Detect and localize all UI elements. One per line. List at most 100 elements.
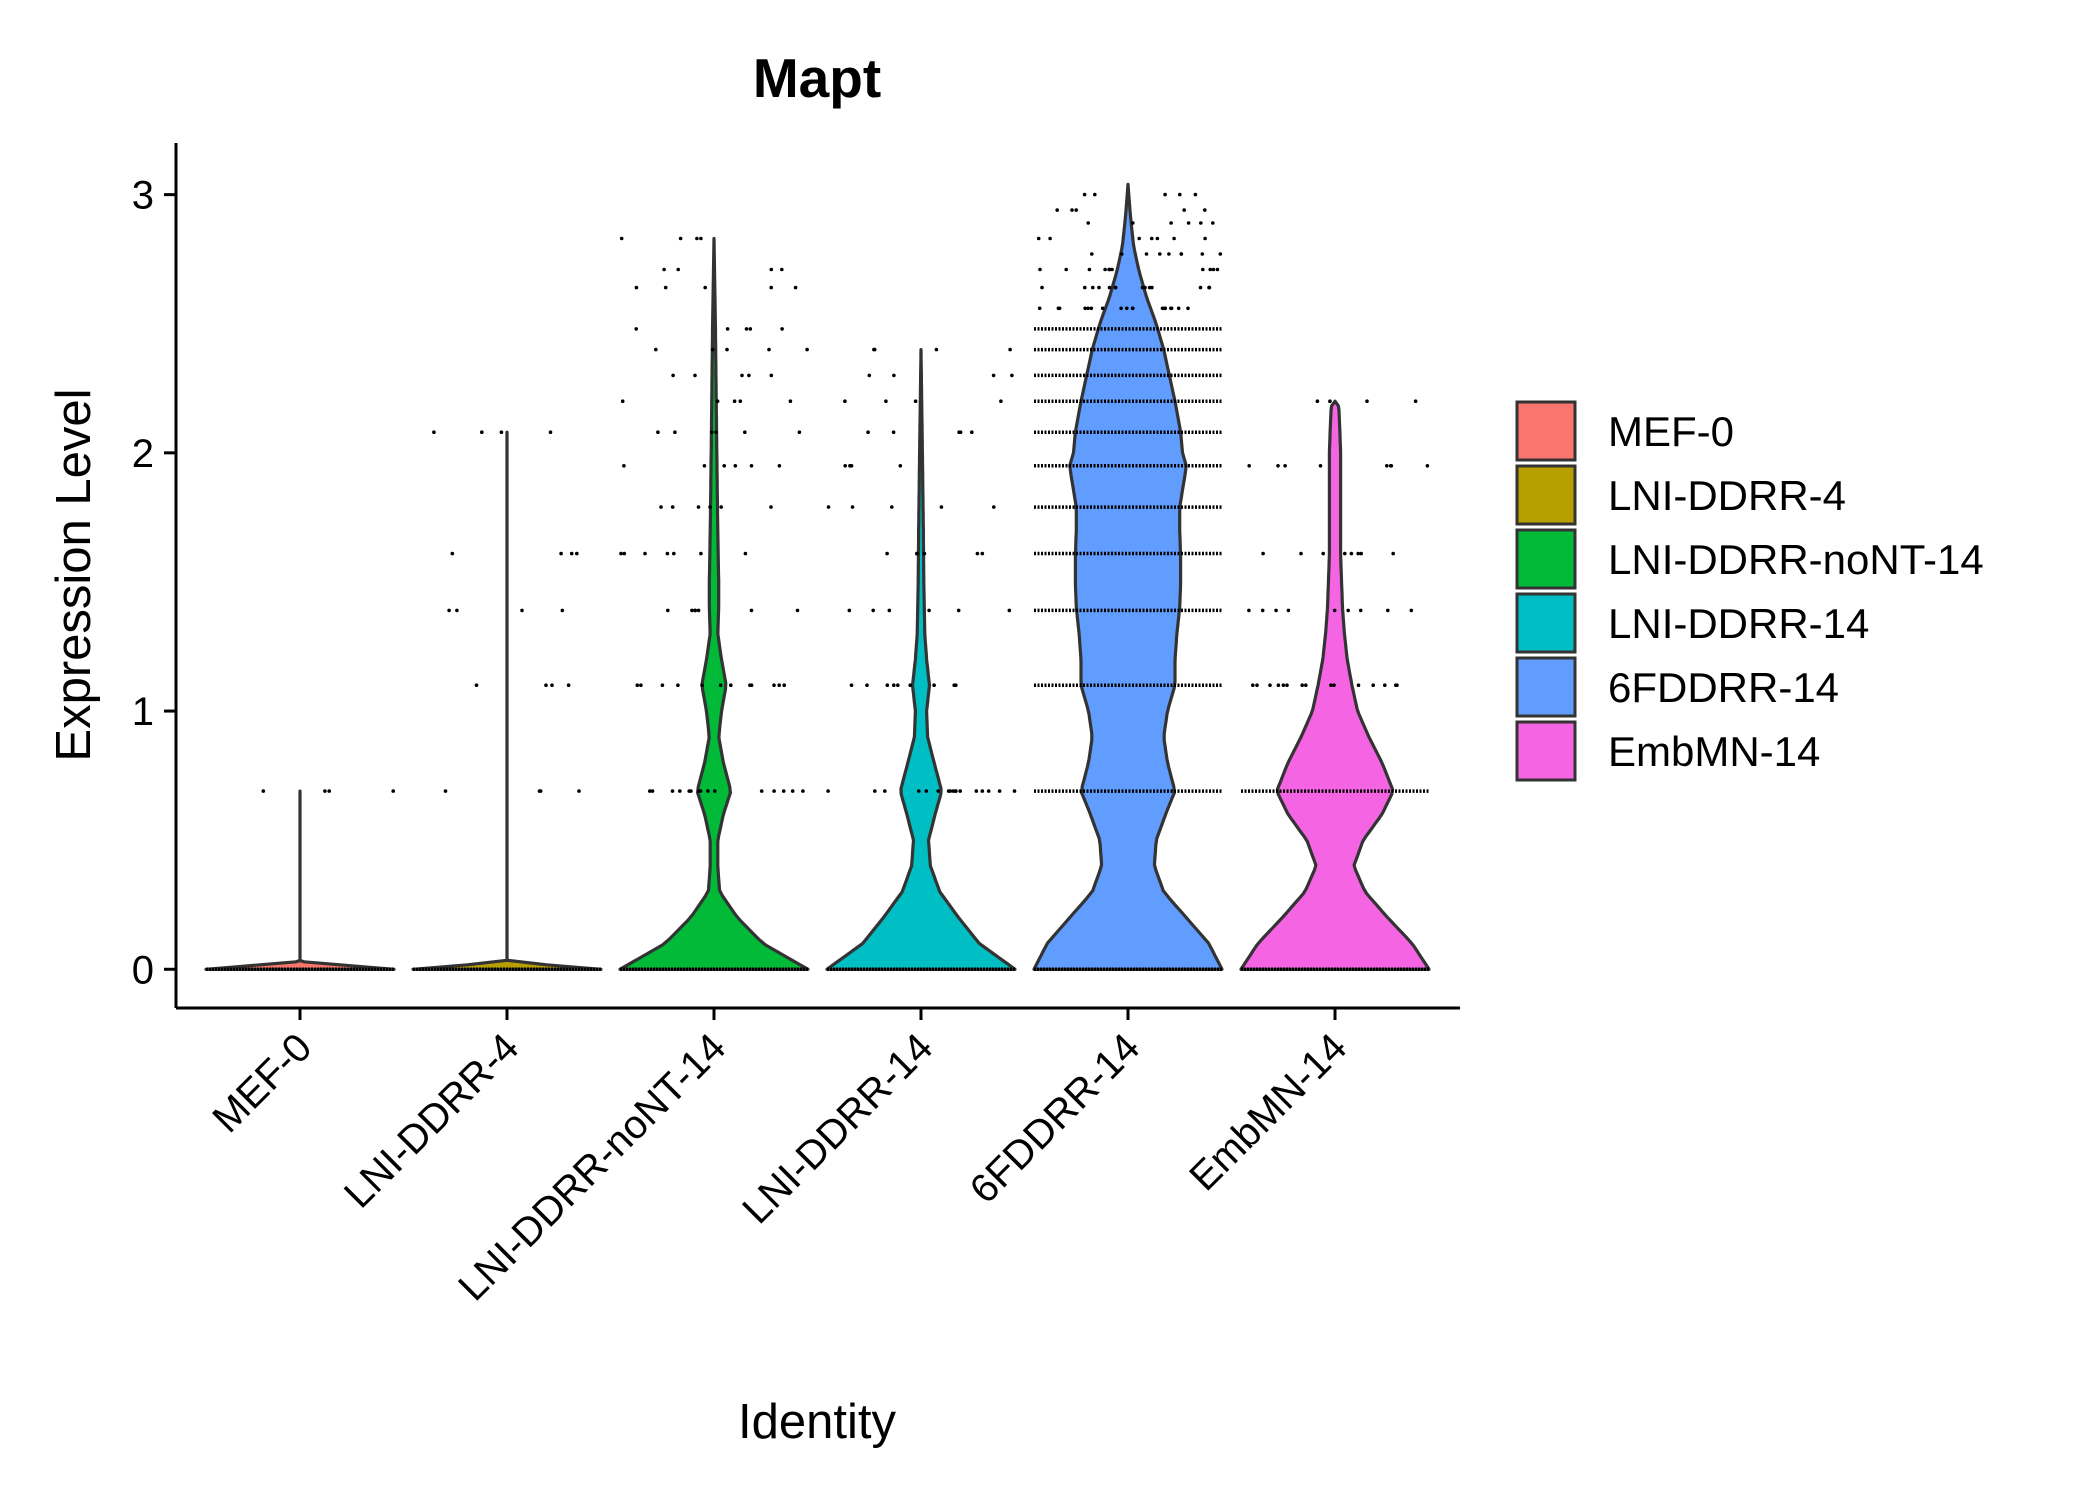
point-EmbMN-14 [1286, 608, 1291, 613]
point-LNI-DDRR-noNT-14 [748, 683, 752, 687]
point-LNI-DDRR-noNT-14 [622, 464, 626, 468]
point-6FDDRR-14 [1125, 306, 1129, 311]
point-6FDDRR-14 [1086, 306, 1090, 311]
point-EmbMN-14 [1413, 399, 1418, 404]
y-tick-label: 1 [132, 690, 154, 734]
point-LNI-DDRR-noNT-14 [700, 683, 704, 687]
point-EmbMN-14 [1356, 551, 1360, 556]
point-LNI-DDRR-noNT-14 [782, 683, 786, 687]
point-LNI-DDRR-14 [873, 789, 877, 793]
point-LNI-DDRR-14 [934, 347, 939, 352]
point-LNI-DDRR-14 [871, 608, 875, 613]
legend-key-LNI-DDRR-4 [1515, 464, 1577, 526]
point-LNI-DDRR-noNT-14 [743, 430, 747, 435]
point-6FDDRR-14 [1064, 267, 1068, 272]
point-LNI-DDRR-noNT-14 [698, 789, 703, 793]
point-EmbMN-14 [1276, 683, 1281, 687]
point-LNI-DDRR-noNT-14 [797, 430, 802, 435]
point-6FDDRR-14 [1055, 208, 1059, 212]
point-LNI-DDRR-noNT-14 [805, 347, 809, 352]
point-LNI-DDRR-noNT-14 [619, 236, 624, 241]
point-EmbMN-14 [1383, 683, 1387, 687]
point-LNI-DDRR-noNT-14 [672, 551, 676, 556]
point-EmbMN-14 [1343, 551, 1347, 556]
point-6FDDRR-14 [1091, 285, 1095, 290]
point-LNI-DDRR-noNT-14 [795, 608, 800, 613]
violin-MEF-0 [204, 789, 396, 971]
point-LNI-DDRR-noNT-14 [663, 285, 668, 290]
point-EmbMN-14 [1329, 683, 1333, 687]
x-tick-label: MEF-0 [204, 1025, 320, 1141]
point-LNI-DDRR-noNT-14 [648, 789, 652, 793]
point-LNI-DDRR-noNT-14 [676, 683, 680, 687]
point-LNI-DDRR-noNT-14 [725, 327, 730, 331]
point-EmbMN-14 [1285, 683, 1289, 687]
point-LNI-DDRR-14 [958, 789, 962, 793]
point-EmbMN-14 [1261, 551, 1265, 556]
point-LNI-DDRR-noNT-14 [690, 608, 694, 613]
point-LNI-DDRR-14 [939, 505, 944, 509]
point-LNI-DDRR-noNT-14 [714, 430, 718, 435]
point-6FDDRR-14 [1131, 221, 1135, 225]
point-6FDDRR-14 [1147, 285, 1152, 290]
point-6FDDRR-14 [1199, 221, 1203, 225]
point-LNI-DDRR-noNT-14 [777, 683, 781, 687]
point-LNI-DDRR-14 [932, 683, 936, 687]
point-6FDDRR-14 [1137, 236, 1141, 241]
point-LNI-DDRR-noNT-14 [725, 347, 729, 352]
point-EmbMN-14 [1365, 399, 1369, 404]
point-LNI-DDRR-14 [848, 464, 852, 468]
point-LNI-DDRR-noNT-14 [777, 464, 782, 468]
point-LNI-DDRR-noNT-14 [719, 505, 723, 509]
point-LNI-DDRR-4 [499, 430, 504, 435]
point-6FDDRR-14 [1107, 267, 1111, 272]
point-6FDDRR-14 [1036, 236, 1041, 241]
legend-key-EmbMN-14 [1515, 720, 1577, 782]
point-LNI-DDRR-noNT-14 [772, 789, 776, 793]
legend-label-MEF-0: MEF-0 [1608, 408, 1734, 455]
point-LNI-DDRR-14 [865, 683, 869, 687]
point-EmbMN-14 [1274, 608, 1278, 613]
point-LNI-DDRR-14 [948, 789, 953, 793]
point-LNI-DDRR-noNT-14 [769, 267, 774, 272]
point-LNI-DDRR-noNT-14 [740, 373, 744, 378]
point-6FDDRR-14 [1186, 221, 1191, 225]
point-LNI-DDRR-noNT-14 [643, 551, 647, 556]
point-LNI-DDRR-14 [991, 373, 996, 378]
point-6FDDRR-14 [1119, 306, 1123, 311]
legend: MEF-0 LNI-DDRR-4 LNI-DDRR-noNT-14 LNI-DDRR-… [1515, 400, 1984, 782]
point-EmbMN-14 [1386, 608, 1390, 613]
point-LNI-DDRR-4 [447, 608, 451, 613]
point-LNI-DDRR-noNT-14 [769, 285, 773, 290]
point-LNI-DDRR-4 [474, 683, 479, 687]
point-LNI-DDRR-noNT-14 [715, 399, 720, 404]
point-6FDDRR-14 [1176, 306, 1181, 311]
point-EmbMN-14 [1391, 551, 1395, 556]
point-6FDDRR-14 [1048, 236, 1052, 241]
point-LNI-DDRR-14 [872, 347, 877, 352]
point-6FDDRR-14 [1203, 236, 1207, 241]
point-LNI-DDRR-noNT-14 [748, 327, 753, 331]
point-LNI-DDRR-14 [826, 505, 831, 509]
point-6FDDRR-14 [1056, 306, 1061, 311]
violin-LNI-DDRR-4 [411, 430, 603, 971]
x-axis-title: Identity [738, 1395, 896, 1449]
point-LNI-DDRR-noNT-14 [747, 373, 751, 378]
point-LNI-DDRR-14 [986, 789, 991, 793]
legend-label-EmbMN-14: EmbMN-14 [1608, 728, 1820, 775]
y-axis-title: Expression Level [47, 388, 101, 761]
point-6FDDRR-14 [1200, 252, 1205, 256]
point-LNI-DDRR-noNT-14 [676, 267, 680, 272]
point-LNI-DDRR-14 [936, 789, 940, 793]
point-6FDDRR-14 [1107, 285, 1112, 290]
point-LNI-DDRR-4 [566, 683, 571, 687]
point-6FDDRR-14 [1169, 221, 1173, 225]
point-LNI-DDRR-14 [908, 683, 912, 687]
point-6FDDRR-14 [1186, 306, 1190, 311]
point-EmbMN-14 [1299, 551, 1303, 556]
violin-6FDDRR-14 [1032, 182, 1224, 971]
point-LNI-DDRR-14 [999, 399, 1003, 404]
point-6FDDRR-14 [1037, 306, 1042, 311]
point-6FDDRR-14 [1143, 285, 1147, 290]
x-tick-label: LNI-DDRR-14 [734, 1025, 941, 1232]
